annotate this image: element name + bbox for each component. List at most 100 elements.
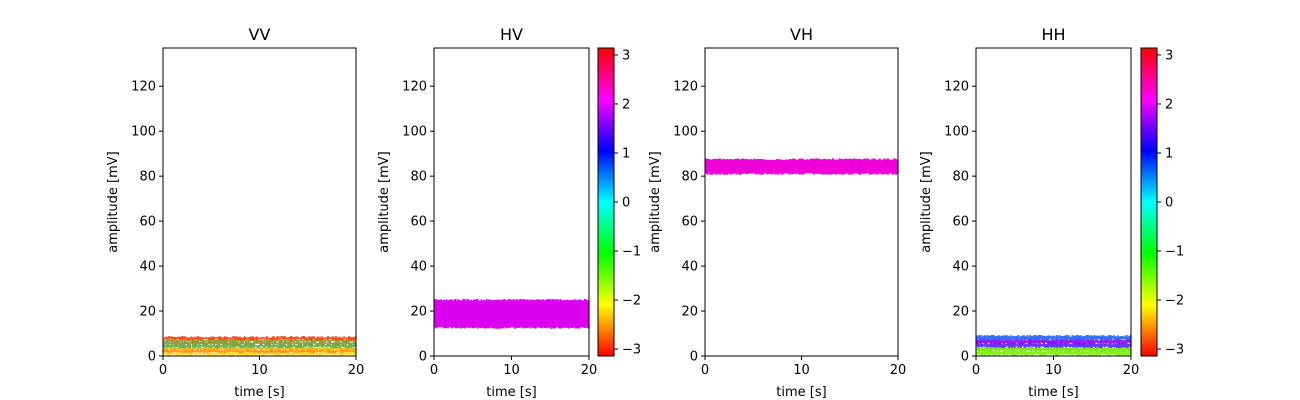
band-segment (253, 352, 256, 356)
band-segment (253, 344, 256, 348)
band-segment (1127, 336, 1130, 341)
band-segment (299, 347, 302, 350)
band-segment (1116, 335, 1119, 341)
band-segment (188, 337, 191, 341)
band-segment (220, 345, 224, 347)
band-segment (315, 352, 318, 356)
band-segment (1005, 344, 1008, 347)
band-segment (351, 337, 354, 340)
y-tick-label: 40 (681, 260, 698, 275)
band-segment (333, 350, 336, 353)
band-segment (262, 350, 265, 353)
band-segment (1107, 339, 1110, 343)
band-segment (1057, 343, 1060, 347)
band-segment (1059, 343, 1062, 348)
band-segment (320, 338, 323, 343)
band-segment (854, 158, 857, 174)
band-segment (565, 299, 568, 328)
band-segment (330, 352, 333, 355)
band-segment (315, 342, 318, 346)
band-segment (312, 341, 315, 344)
band-segment (187, 352, 190, 355)
band-segment (204, 343, 208, 347)
band-segment (199, 341, 203, 345)
band-segment (238, 349, 241, 354)
band-segment (312, 336, 315, 339)
band-segment (582, 300, 585, 328)
band-segment (347, 350, 351, 352)
band-segment (294, 339, 298, 342)
band-segment (1045, 335, 1048, 341)
band-segment (483, 300, 485, 328)
band-segment (1079, 335, 1082, 340)
band-segment (280, 341, 283, 344)
band-segment (257, 346, 261, 350)
band-segment (254, 349, 257, 353)
band-segment (225, 339, 228, 343)
band-segment (301, 345, 304, 349)
band-segment (201, 349, 204, 352)
band-segment (219, 344, 222, 347)
band-segment (851, 159, 854, 175)
band-segment (1019, 346, 1022, 352)
band-segment (325, 337, 328, 339)
band-segment (561, 300, 564, 328)
band-segment (1076, 338, 1079, 345)
band-segment (1109, 335, 1111, 340)
band-segment (270, 352, 273, 355)
data-band-hh (976, 334, 1132, 356)
band-segment (241, 351, 245, 355)
band-segment (171, 352, 174, 355)
band-segment (1016, 335, 1018, 341)
band-segment (1072, 346, 1075, 352)
band-segment (1065, 343, 1068, 348)
band-segment (262, 342, 265, 344)
band-segment (782, 159, 785, 175)
band-segment (304, 336, 307, 340)
band-segment (222, 337, 225, 341)
band-segment (1019, 336, 1022, 341)
band-segment (275, 339, 278, 342)
band-segment (1100, 340, 1102, 345)
band-segment (219, 351, 222, 355)
band-segment (246, 344, 249, 347)
band-segment (1075, 347, 1078, 352)
band-segment (228, 337, 232, 341)
band-segment (301, 349, 304, 353)
band-segment (294, 351, 298, 355)
band-segment (341, 341, 344, 346)
band-segment (1048, 346, 1051, 351)
band-segment (1089, 343, 1092, 348)
band-segment (264, 350, 267, 354)
band-segment (335, 336, 338, 340)
band-segment (344, 339, 347, 343)
band-segment (196, 352, 199, 355)
band-segment (335, 338, 338, 342)
band-segment (182, 350, 185, 353)
band-segment (1093, 335, 1096, 340)
band-segment (985, 344, 987, 347)
band-segment (1078, 347, 1080, 352)
band-segment (1123, 343, 1126, 348)
band-segment (354, 349, 357, 352)
band-segment (320, 352, 323, 355)
band-segment (283, 336, 286, 340)
band-segment (1056, 347, 1058, 352)
band-segment (351, 353, 354, 355)
band-segment (467, 299, 470, 328)
band-segment (977, 343, 980, 348)
band-segment (729, 159, 732, 175)
band-segment (298, 342, 301, 345)
band-segment (187, 349, 190, 353)
band-segment (1049, 342, 1052, 347)
band-segment (1028, 342, 1031, 347)
y-tick-label: 0 (690, 350, 698, 365)
band-segment (1074, 350, 1077, 355)
band-segment (1022, 340, 1025, 344)
band-segment (185, 346, 188, 350)
y-tick-label: 20 (410, 305, 427, 320)
band-segment (238, 346, 241, 349)
band-segment (1127, 347, 1130, 351)
band-segment (1118, 342, 1120, 348)
band-segment (1039, 347, 1042, 352)
